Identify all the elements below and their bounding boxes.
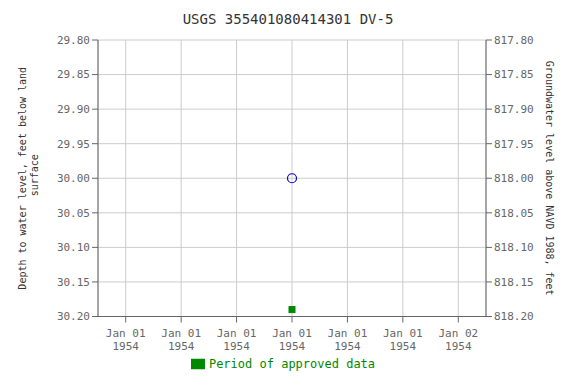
svg-text:Jan 021954: Jan 021954 (438, 327, 478, 353)
svg-text:30.20: 30.20 (57, 310, 90, 323)
svg-text:818.10: 818.10 (494, 241, 534, 254)
svg-text:Jan 011954: Jan 011954 (328, 327, 368, 353)
svg-text:Jan 011954: Jan 011954 (272, 327, 312, 353)
svg-text:29.85: 29.85 (57, 68, 90, 81)
svg-text:818.20: 818.20 (494, 310, 534, 323)
svg-text:30.05: 30.05 (57, 207, 90, 220)
html-text:Period of approved data: Period of approved data (208, 356, 376, 371)
svg-text:818.00: 818.00 (494, 172, 534, 185)
html-text:USGS 355401080414301 DV-5: USGS 355401080414301 DV-5 (182, 11, 394, 27)
svg-text:Depth to water level, feet bel: Depth to water level, feet below land su… (17, 67, 40, 290)
svg-text:817.95: 817.95 (494, 138, 534, 151)
svg-text:Jan 011954: Jan 011954 (383, 327, 423, 353)
svg-text:Groundwater level above NAVD 1: Groundwater level above NAVD 1988, feet (545, 61, 556, 296)
svg-text:Jan 011954: Jan 011954 (217, 327, 257, 353)
svg-text:817.85: 817.85 (494, 68, 534, 81)
svg-text:30.00: 30.00 (57, 172, 90, 185)
svg-text:29.80: 29.80 (57, 34, 90, 47)
svg-text:817.90: 817.90 (494, 103, 534, 116)
svg-text:30.15: 30.15 (57, 276, 90, 289)
svg-text:817.80: 817.80 (494, 34, 534, 47)
svg-text:818.15: 818.15 (494, 276, 534, 289)
svg-text:Jan 011954: Jan 011954 (161, 327, 201, 353)
svg-text:30.10: 30.10 (57, 241, 90, 254)
svg-text:818.05: 818.05 (494, 207, 534, 220)
svg-text:Jan 011954: Jan 011954 (106, 327, 146, 353)
svg-text:29.90: 29.90 (57, 103, 90, 116)
svg-text:29.95: 29.95 (57, 138, 90, 151)
